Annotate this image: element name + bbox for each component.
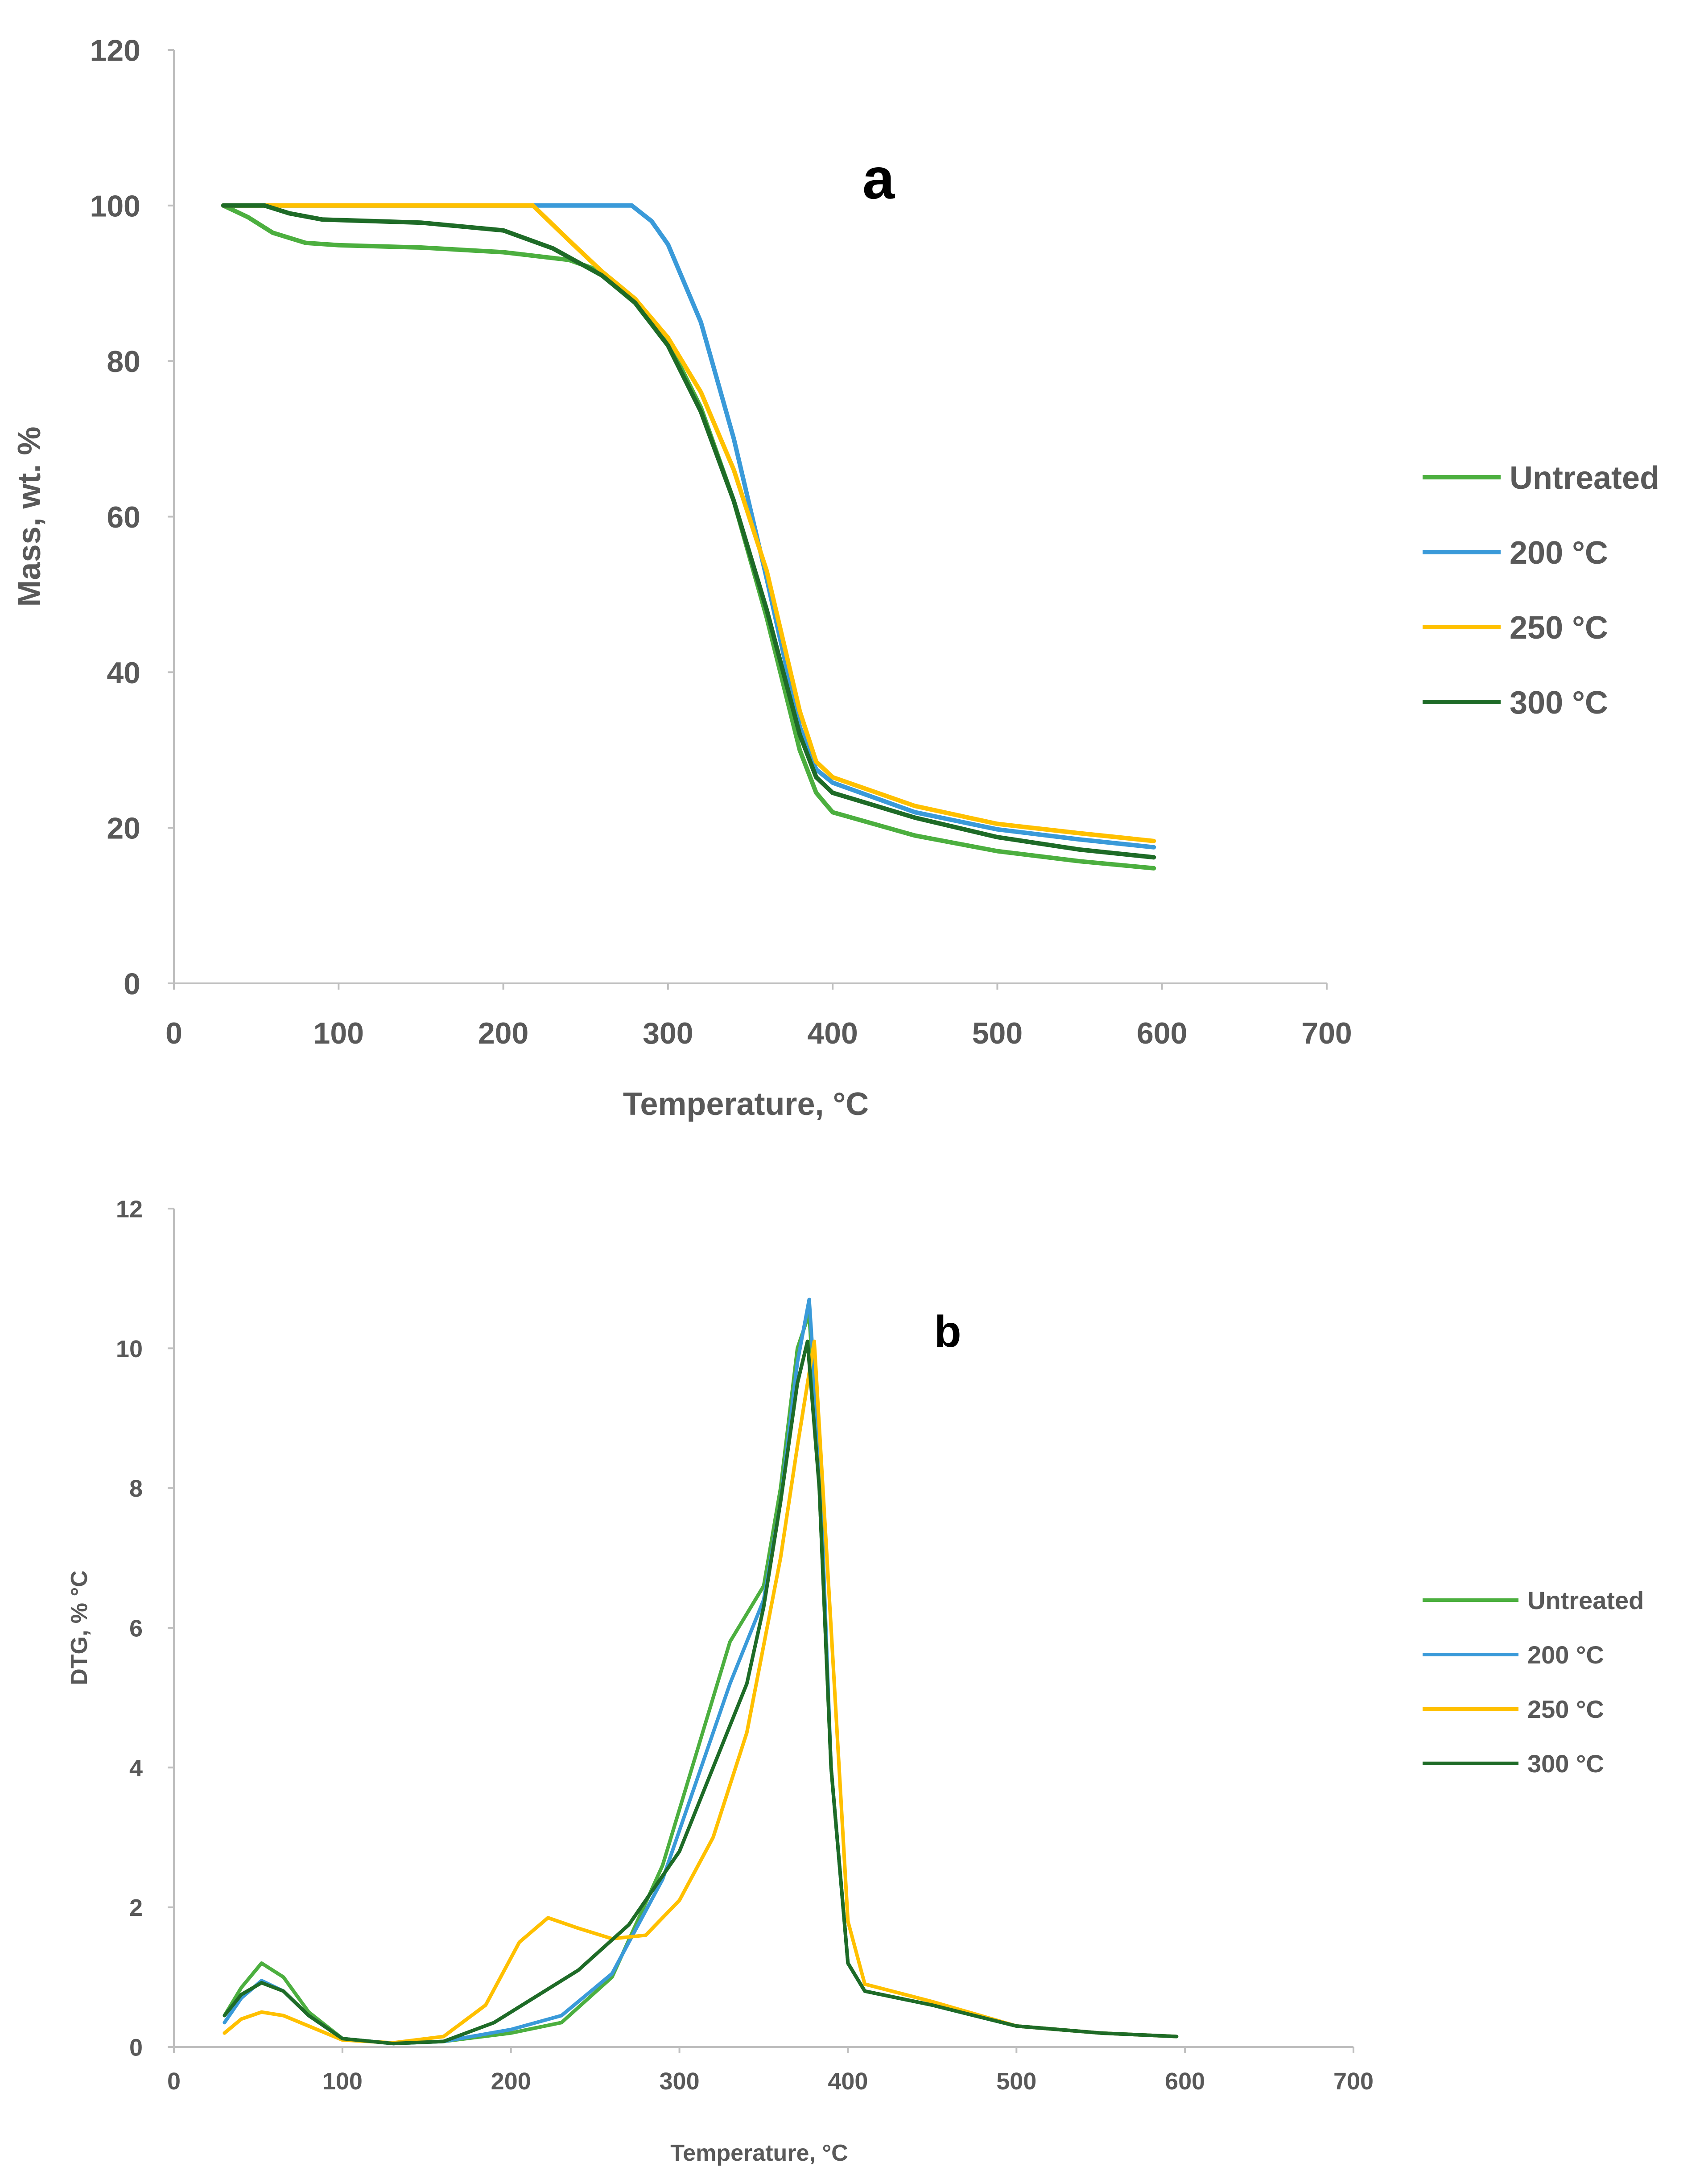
x-tick-label: 700: [1301, 1016, 1352, 1050]
x-tick-label: 100: [322, 2068, 363, 2095]
y-tick-label: 8: [129, 1475, 143, 1502]
legend-label: 300 °C: [1527, 1750, 1604, 1778]
x-tick-label: 400: [807, 1016, 858, 1050]
y-tick-label: 100: [90, 189, 140, 223]
series-line-t250: [221, 203, 1156, 843]
x-axis-title: Temperature, °C: [623, 1086, 869, 1122]
legend-label: 300 °C: [1510, 685, 1608, 721]
y-tick-label: 6: [129, 1615, 143, 1642]
x-tick-label: 500: [996, 2068, 1036, 2095]
legend-label: Untreated: [1527, 1586, 1644, 1614]
x-tick-label: 300: [643, 1016, 693, 1050]
legend-label: 200 °C: [1510, 535, 1608, 571]
x-tick-label: 600: [1165, 2068, 1205, 2095]
y-tick-label: 80: [107, 345, 140, 379]
x-tick-label: 300: [660, 2068, 700, 2095]
legend-label: 250 °C: [1527, 1695, 1604, 1723]
y-tick-label: 0: [124, 967, 140, 1001]
panel-label: b: [934, 1307, 961, 1357]
series-line-untreated: [221, 203, 1156, 871]
x-tick-label: 200: [478, 1016, 528, 1050]
x-tick-label: 600: [1137, 1016, 1187, 1050]
series-line-t200: [221, 203, 1156, 850]
x-tick-label: 0: [167, 2068, 181, 2095]
y-axis-title: DTG, % °C: [66, 1570, 92, 1685]
x-tick-label: 0: [165, 1016, 182, 1050]
legend-label: Untreated: [1510, 460, 1659, 496]
y-tick-label: 10: [116, 1336, 143, 1362]
x-tick-label: 200: [491, 2068, 531, 2095]
panel-label: a: [862, 146, 895, 211]
x-tick-label: 700: [1333, 2068, 1374, 2095]
y-tick-label: 2: [129, 1894, 143, 1921]
y-tick-label: 0: [129, 2034, 143, 2061]
x-axis-title: Temperature, °C: [670, 2140, 848, 2166]
series-line-t300: [223, 1339, 1179, 2046]
x-tick-label: 100: [314, 1016, 364, 1050]
series-line-untreated: [223, 1312, 1179, 2046]
series-line-t300: [221, 203, 1156, 860]
y-tick-label: 4: [129, 1755, 143, 1782]
legend-label: 250 °C: [1510, 610, 1608, 646]
y-tick-label: 12: [116, 1196, 143, 1222]
y-tick-label: 60: [107, 500, 140, 534]
series-line-t200: [223, 1297, 1179, 2046]
y-tick-label: 120: [90, 33, 140, 67]
x-tick-label: 500: [972, 1016, 1023, 1050]
legend-label: 200 °C: [1527, 1641, 1604, 1669]
y-tick-label: 20: [107, 812, 140, 846]
y-axis-title: Mass, wt. %: [12, 426, 47, 607]
series-line-t250: [223, 1339, 1179, 2045]
y-tick-label: 40: [107, 656, 140, 690]
x-tick-label: 400: [828, 2068, 868, 2095]
